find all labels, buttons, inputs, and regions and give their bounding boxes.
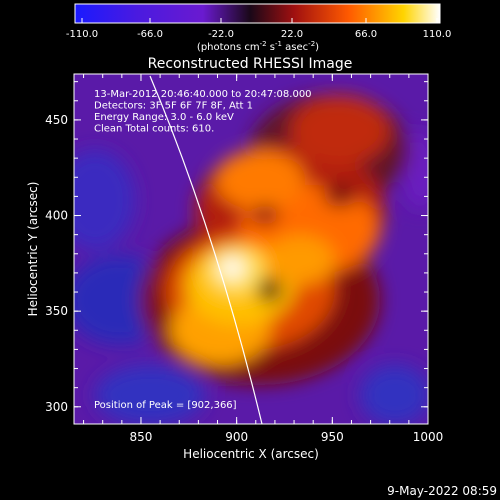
colorbar-tick-label: 110.0: [423, 29, 452, 40]
info-line: 13-Mar-2012 20:46:40.000 to 20:47:08.000: [94, 89, 312, 100]
x-tick-label: 900: [225, 430, 248, 444]
plot-frame: [73, 73, 429, 425]
plot-title: Reconstructed RHESSI Image: [148, 56, 353, 72]
y-tick-label: 450: [45, 113, 68, 127]
x-tick-label: 850: [130, 430, 153, 444]
colorbar-units: (photons cm-2 s-1 asec-2): [197, 40, 319, 53]
y-tick-label: 400: [45, 209, 68, 223]
peak-position-label: Position of Peak = [902,366]: [94, 400, 237, 411]
footer-timestamp: 9-May-2022 08:59: [387, 484, 497, 498]
x-axis-label: Heliocentric X (arcsec): [183, 447, 319, 461]
x-tick-label: 950: [321, 430, 344, 444]
colorbar-tick-label: -22.0: [208, 29, 234, 40]
y-axis-ticks: 300 350 400 450: [45, 81, 428, 414]
colorbar-ticks: -110.0 -66.0 -22.0 22.0 66.0 110.0: [66, 18, 451, 40]
y-tick-label: 350: [45, 304, 68, 318]
info-line: Energy Range: 3.0 - 6.0 keV: [94, 112, 234, 123]
rhessi-image: [74, 74, 428, 424]
y-tick-label: 300: [45, 400, 68, 414]
colorbar-tick-label: 22.0: [281, 29, 303, 40]
solar-limb-line: [149, 75, 263, 424]
colorbar: -110.0 -66.0 -22.0 22.0 66.0 110.0 (photons c…: [66, 3, 451, 53]
observation-info: 13-Mar-2012 20:46:40.000 to 20:47:08.000…: [94, 89, 312, 135]
info-line: Detectors: 3F 5F 6F 7F 8F, Att 1: [94, 101, 253, 112]
colorbar-tick-label: -66.0: [137, 29, 163, 40]
info-line: Clean Total counts: 610.: [94, 124, 214, 135]
x-tick-label: 1000: [413, 430, 444, 444]
colorbar-gradient: [74, 3, 441, 24]
x-axis-ticks: 850 900 950 1000: [83, 74, 444, 444]
colorbar-tick-label: -110.0: [66, 29, 98, 40]
y-axis-label: Heliocentric Y (arcsec): [26, 182, 40, 317]
colorbar-tick-label: 66.0: [355, 29, 377, 40]
